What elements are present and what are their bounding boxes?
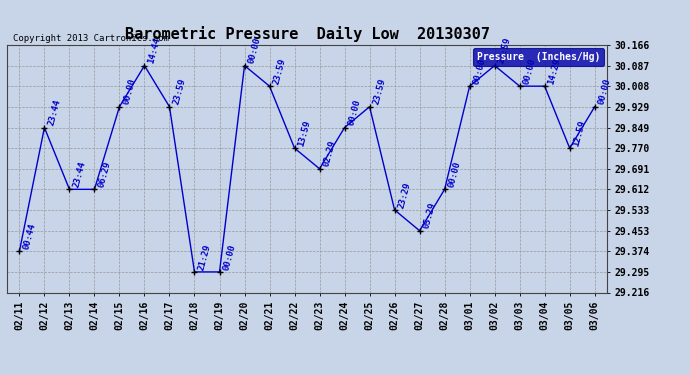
Text: Copyright 2013 Cartronics.com: Copyright 2013 Cartronics.com <box>13 33 169 42</box>
Text: 23:59: 23:59 <box>372 78 387 106</box>
Text: 00:00: 00:00 <box>522 57 538 86</box>
Text: 00:00: 00:00 <box>346 99 362 127</box>
Text: 23:59: 23:59 <box>272 57 287 86</box>
Text: 00:44: 00:44 <box>21 222 37 251</box>
Text: 23:29: 23:29 <box>397 181 412 209</box>
Text: 00:00: 00:00 <box>246 36 262 65</box>
Legend: Pressure  (Inches/Hg): Pressure (Inches/Hg) <box>473 48 604 66</box>
Title: Barometric Pressure  Daily Low  20130307: Barometric Pressure Daily Low 20130307 <box>125 27 489 42</box>
Text: 23:59: 23:59 <box>497 36 512 65</box>
Text: 12:59: 12:59 <box>572 119 587 147</box>
Text: 14:44: 14:44 <box>146 36 162 65</box>
Text: 23:44: 23:44 <box>72 160 87 189</box>
Text: 23:44: 23:44 <box>46 99 62 127</box>
Text: 00:00: 00:00 <box>472 57 487 86</box>
Text: 00:00: 00:00 <box>597 78 612 106</box>
Text: 02:29: 02:29 <box>322 140 337 168</box>
Text: 06:29: 06:29 <box>97 160 112 189</box>
Text: 21:29: 21:29 <box>197 243 212 271</box>
Text: 23:59: 23:59 <box>172 78 187 106</box>
Text: 00:00: 00:00 <box>221 243 237 271</box>
Text: 05:29: 05:29 <box>422 202 437 230</box>
Text: 13:59: 13:59 <box>297 119 312 147</box>
Text: 14:29: 14:29 <box>546 57 562 86</box>
Text: 00:00: 00:00 <box>446 160 462 189</box>
Text: 00:00: 00:00 <box>121 78 137 106</box>
